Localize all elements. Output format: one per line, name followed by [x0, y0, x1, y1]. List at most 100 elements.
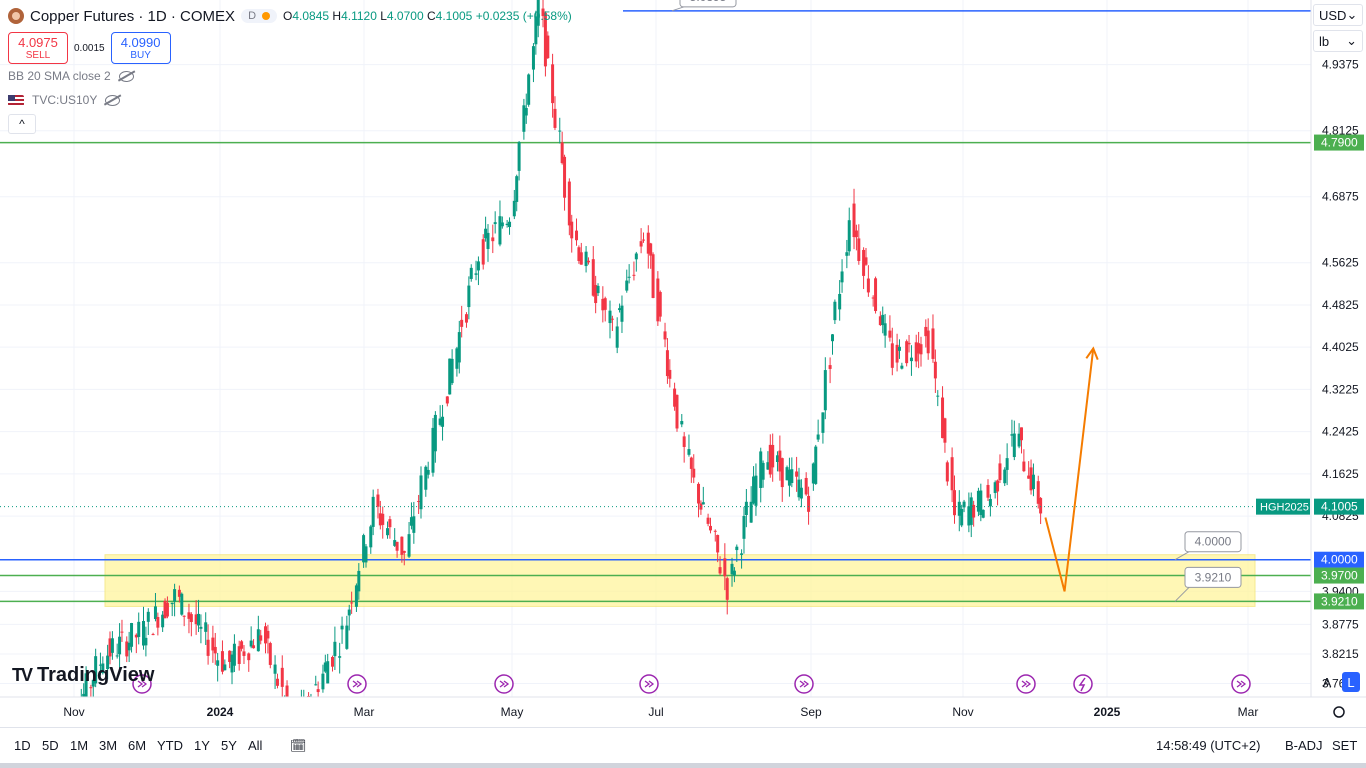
price-badge-label: 3.9210 — [1321, 594, 1358, 608]
candle-body — [165, 602, 169, 617]
price-tick-label: 4.4025 — [1322, 340, 1359, 354]
candle-body — [400, 536, 404, 555]
timeframe-1m[interactable]: 1M — [70, 738, 89, 753]
earnings-marker-icon — [1073, 674, 1093, 694]
candle-body — [354, 585, 358, 607]
candle-body — [484, 228, 488, 239]
adjustment-toggle[interactable]: B-ADJ — [1285, 738, 1323, 753]
candle-body — [469, 267, 473, 279]
candle-body — [259, 635, 263, 641]
auto-scale-button[interactable]: A — [1322, 674, 1332, 690]
data-status-pill[interactable]: D — [241, 9, 278, 23]
candle-body — [417, 501, 421, 503]
tradingview-logo[interactable]: TV TradingView — [12, 664, 155, 686]
candle-body — [194, 614, 198, 625]
candle-body — [474, 273, 478, 275]
time-scale — [0, 697, 1366, 727]
candle-body — [369, 526, 373, 548]
unit-select[interactable]: lb ⌄ — [1313, 30, 1363, 52]
buy-button[interactable]: 4.0990 BUY — [110, 32, 171, 64]
price-tick-label: 4.6875 — [1322, 190, 1359, 204]
price-tick-label: 3.8775 — [1322, 617, 1359, 631]
candle-body — [718, 567, 722, 574]
candle-body — [441, 416, 445, 427]
candle-body — [658, 291, 662, 317]
candle-body — [816, 434, 820, 440]
timeframe-6m[interactable]: 6M — [128, 738, 147, 753]
candle-body — [957, 501, 961, 516]
candle-body — [1010, 434, 1014, 436]
candle-body — [618, 308, 622, 311]
candle-body — [830, 334, 834, 342]
candle-body — [493, 222, 497, 225]
candle-body — [498, 216, 502, 245]
delay-letter: D — [248, 10, 257, 22]
candle-body — [252, 645, 256, 649]
candle-body — [395, 541, 399, 551]
timeframe-1d[interactable]: 1D — [14, 738, 31, 753]
symbol-title[interactable]: Copper Futures · 1D · COMEX — [30, 7, 236, 25]
candle-body — [378, 513, 382, 526]
chart-canvas[interactable]: 5.0395 4.0000 3.9210 4.9375 4.8125 4.6875 4.56… — [0, 0, 1366, 727]
sell-button[interactable]: 4.0975 SELL — [8, 32, 68, 64]
price-tick-label: 4.5625 — [1322, 256, 1359, 270]
candle-body — [692, 468, 696, 478]
settings-link[interactable]: SET — [1332, 738, 1358, 753]
timeframe-5d[interactable]: 5D — [42, 738, 59, 753]
candle-body — [273, 664, 277, 674]
candle-body — [993, 482, 997, 493]
price-scale-controls: USD ⌄ lb ⌄ — [1313, 4, 1363, 56]
currency-select[interactable]: USD ⌄ — [1313, 4, 1363, 26]
candle-body — [895, 344, 899, 363]
lightning-icon — [1078, 677, 1086, 692]
candle-body — [448, 358, 452, 395]
candle-body — [675, 394, 679, 429]
candle-body — [106, 655, 110, 670]
log-scale-button[interactable]: L — [1342, 672, 1360, 692]
timeframe-3m[interactable]: 3M — [99, 738, 118, 753]
hidden-eye-icon[interactable] — [118, 70, 134, 82]
candle-body — [878, 316, 882, 326]
candle-body — [708, 525, 712, 531]
timeframe-all[interactable]: All — [248, 738, 263, 753]
callout-box — [679, 0, 737, 8]
candle-body — [333, 641, 337, 657]
candle-body — [170, 602, 174, 605]
date-range-icon[interactable]: 🗓 — [290, 738, 307, 753]
candle-body — [177, 589, 181, 597]
timeframe-ytd[interactable]: YTD — [157, 738, 183, 753]
candle-body — [228, 650, 232, 662]
collapse-legend-button[interactable]: ^ — [8, 114, 36, 134]
candle-body — [340, 625, 344, 630]
candle-body — [625, 280, 629, 291]
candle-body — [646, 232, 650, 254]
candle-body — [795, 471, 799, 477]
candle-body — [543, 12, 547, 67]
clock[interactable]: 14:58:49 (UTC+2) — [1156, 738, 1261, 753]
hidden-eye-icon[interactable] — [105, 94, 121, 106]
timeframe-5y[interactable]: 5Y — [221, 738, 237, 753]
candle-body — [725, 578, 729, 600]
candle-body — [900, 365, 904, 369]
candle-body — [601, 298, 605, 311]
candle-body — [847, 220, 851, 252]
indicator-bb[interactable]: BB 20 SMA close 2 — [8, 64, 572, 88]
candle-body — [919, 344, 923, 355]
candle-body — [584, 251, 588, 267]
bottom-scrollbar[interactable] — [0, 763, 1366, 768]
candle-body — [811, 463, 815, 484]
timeframe-1y[interactable]: 1Y — [194, 738, 210, 753]
candle-body — [223, 664, 227, 671]
price-tick-label: 4.4825 — [1322, 298, 1359, 312]
candle-body — [586, 260, 590, 263]
candle-body — [386, 528, 390, 536]
candle-body — [204, 622, 208, 632]
candle-body — [697, 483, 701, 504]
candle-body — [754, 475, 758, 506]
price-badge — [1314, 498, 1364, 515]
indicator-us10y[interactable]: TVC:US10Y — [8, 88, 572, 112]
candle-body — [558, 130, 562, 132]
candle-body — [979, 490, 983, 516]
candle-body — [508, 221, 512, 228]
candle-body — [512, 200, 516, 217]
